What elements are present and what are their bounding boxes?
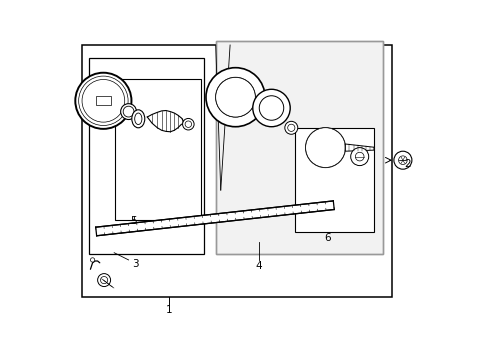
Circle shape <box>217 79 253 115</box>
Circle shape <box>92 89 115 112</box>
Circle shape <box>350 148 368 166</box>
Bar <box>215 41 382 254</box>
Ellipse shape <box>132 110 144 128</box>
Circle shape <box>309 132 341 163</box>
Bar <box>215 41 382 254</box>
Circle shape <box>215 77 255 117</box>
Circle shape <box>182 118 194 130</box>
Bar <box>294 128 373 232</box>
Circle shape <box>313 136 336 159</box>
Circle shape <box>355 152 363 161</box>
Circle shape <box>121 104 136 120</box>
Circle shape <box>79 76 128 126</box>
Bar <box>89 58 204 254</box>
Text: 5: 5 <box>130 216 137 226</box>
Circle shape <box>259 96 283 120</box>
Ellipse shape <box>134 113 142 125</box>
Circle shape <box>123 106 134 117</box>
Circle shape <box>287 124 294 131</box>
Circle shape <box>252 89 289 127</box>
Circle shape <box>313 136 336 159</box>
Circle shape <box>101 276 107 284</box>
Text: 2: 2 <box>403 159 410 169</box>
Circle shape <box>84 82 122 120</box>
Bar <box>115 79 201 220</box>
Bar <box>96 96 110 105</box>
Circle shape <box>398 156 407 165</box>
Text: 4: 4 <box>255 261 262 271</box>
Circle shape <box>219 81 251 113</box>
Polygon shape <box>345 144 373 151</box>
Text: 3: 3 <box>132 258 139 269</box>
Circle shape <box>215 77 255 117</box>
Text: 1: 1 <box>165 305 172 315</box>
Circle shape <box>311 134 338 161</box>
Polygon shape <box>96 201 334 236</box>
Circle shape <box>305 128 345 167</box>
Circle shape <box>75 73 131 129</box>
Text: 6: 6 <box>324 233 330 243</box>
Circle shape <box>98 274 110 287</box>
Circle shape <box>305 128 345 167</box>
Bar <box>81 45 391 297</box>
Circle shape <box>284 121 297 134</box>
Circle shape <box>224 86 246 108</box>
Circle shape <box>90 258 95 262</box>
Circle shape <box>223 85 247 110</box>
Circle shape <box>205 68 264 127</box>
Circle shape <box>185 121 191 127</box>
Circle shape <box>82 80 124 122</box>
Circle shape <box>393 151 411 169</box>
Circle shape <box>307 130 343 165</box>
Circle shape <box>221 83 249 112</box>
Circle shape <box>224 86 246 108</box>
